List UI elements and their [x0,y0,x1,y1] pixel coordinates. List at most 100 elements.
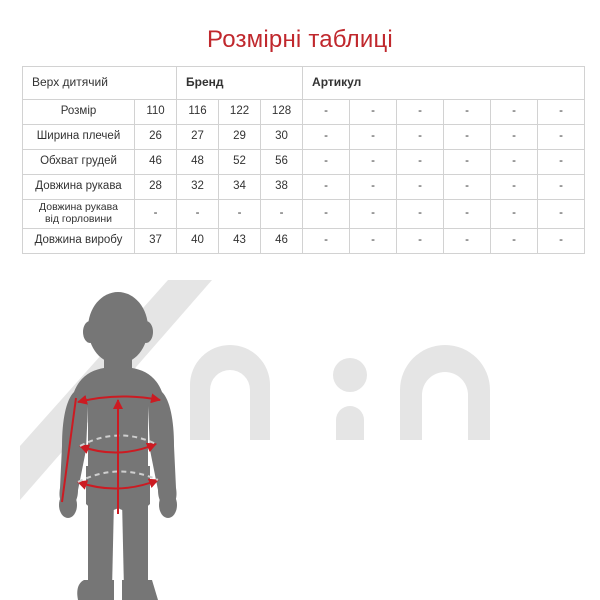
cell-value: 26 [133,124,178,150]
silhouette-ear-right [139,321,153,343]
row-label-line2: від горловини [44,212,113,225]
silhouette-leg-left [88,500,114,590]
silhouette-arm-right [150,392,177,506]
cell-article: - [537,174,586,200]
cell-article: - [302,174,351,200]
table-header-row: Верх дитячий Бренд Артикул [21,66,586,100]
silhouette-head [88,292,148,364]
header-cell-article: Артикул [302,66,586,100]
cell-size-128: 128 [260,99,304,125]
cell-article: - [349,149,398,175]
cell-size-116: 116 [176,99,220,125]
table-row: Довжина рукава від горловини - - - - - -… [22,199,586,229]
cell-value: 28 [133,174,178,200]
cell-article: - [537,149,586,175]
measure-shoulder-width [77,393,161,405]
table-row: Обхват грудей 46 48 52 56 - - - - - - [22,149,586,175]
cell-article: - [443,149,492,175]
silhouette-foot-right [122,580,158,600]
cell-value: - [260,199,304,229]
cell-value: 46 [260,227,304,254]
cell-value: 38 [260,174,304,200]
cell-article: - [537,99,586,125]
row-label-sleeve-from-neck: Довжина рукава від горловини [22,199,135,229]
measure-waist-back [77,470,159,483]
cell-article: - [349,99,398,125]
cell-article: - [396,227,445,254]
cell-value: 52 [218,149,262,175]
table-row: Ширина плечей 26 27 29 30 - - - - - - [22,124,586,150]
cell-article: - [349,124,398,150]
cell-article: - [443,227,492,254]
cell-article: - [537,124,586,150]
silhouette-ear-left [83,321,97,343]
cell-article: - [396,149,445,175]
cell-article: - [443,199,492,229]
cell-article: - [396,199,445,229]
cell-value: - [133,199,178,229]
cell-article: - [490,124,539,150]
row-label-shoulder-width: Ширина плечей [22,124,135,150]
page-title: Розмірні таблиці [207,26,393,53]
measurement-overlay [61,393,161,514]
cell-article: - [349,199,398,229]
cell-article: - [302,99,351,125]
measure-sleeve-length [61,397,77,503]
cell-value: 32 [176,174,220,200]
cell-article: - [537,199,586,229]
cell-article: - [349,227,398,254]
measurement-illustration [0,250,600,600]
size-table: Верх дитячий Бренд Артикул Розмір 110 11… [21,66,586,254]
cell-article: - [443,99,492,125]
row-label-sleeve-length: Довжина рукава [22,174,135,200]
cell-value: 40 [176,227,220,254]
cell-article: - [490,149,539,175]
cell-article: - [443,174,492,200]
cell-article: - [490,227,539,254]
cell-value: 30 [260,124,304,150]
cell-value: 34 [218,174,262,200]
cell-article: - [396,124,445,150]
cell-size-110: 110 [133,99,178,125]
cell-article: - [302,149,351,175]
cell-article: - [396,99,445,125]
cell-article: - [490,99,539,125]
silhouette-hand-left [59,492,77,518]
cell-article: - [396,174,445,200]
watermark-i-stem [336,406,364,440]
cell-value: 46 [133,149,178,175]
cell-article: - [443,124,492,150]
cell-size-122: 122 [218,99,262,125]
cell-value: - [176,199,220,229]
cell-article: - [490,199,539,229]
cell-article: - [302,124,351,150]
cell-value: 37 [133,227,178,254]
table-row: Довжина виробу 37 40 43 46 - - - - - - [22,227,586,254]
watermark-m-letter [190,345,270,440]
cell-value: - [218,199,262,229]
cell-article: - [349,174,398,200]
size-table-container: Верх дитячий Бренд Артикул Розмір 110 11… [21,66,586,254]
cell-value: 27 [176,124,220,150]
header-cell-category: Верх дитячий [21,66,178,100]
cell-article: - [302,227,351,254]
table-row: Розмір 110 116 122 128 - - - - - - [22,99,586,125]
cell-value: 48 [176,149,220,175]
header-cell-brand: Бренд [176,66,304,100]
watermark-n-letter [400,345,490,440]
table-row: Довжина рукава 28 32 34 38 - - - - - - [22,174,586,200]
watermark-i-dot [333,358,367,392]
silhouette-foot-left [77,580,114,600]
row-label-line1: Довжина рукава [39,201,118,213]
cell-value: 29 [218,124,262,150]
row-label-product-length: Довжина виробу [22,227,135,254]
row-label-chest-girth: Обхват грудей [22,149,135,175]
cell-article: - [302,199,351,229]
row-label-size: Розмір [22,99,135,125]
cell-value: 56 [260,149,304,175]
cell-article: - [490,174,539,200]
size-table-body: Верх дитячий Бренд Артикул Розмір 110 11… [21,66,586,254]
silhouette-hand-right [159,492,177,518]
silhouette-leg-right [122,500,148,590]
cell-article: - [537,227,586,254]
